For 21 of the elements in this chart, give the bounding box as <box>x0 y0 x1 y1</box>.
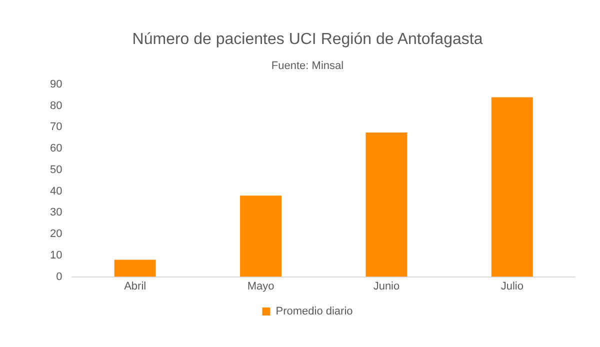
bar <box>240 196 282 277</box>
bar <box>491 97 533 277</box>
legend-label: Promedio diario <box>276 306 353 318</box>
x-tick-label: Abril <box>124 280 146 292</box>
y-tick-label: 80 <box>50 100 62 112</box>
y-tick-label: 0 <box>56 270 62 283</box>
y-tick-label: 70 <box>50 121 62 134</box>
chart-title: Número de pacientes UCI Región de Antofagasta <box>132 31 483 48</box>
x-tick-label: Junio <box>373 280 400 292</box>
y-tick-label: 10 <box>50 249 62 262</box>
x-tick-label: Julio <box>500 280 524 292</box>
y-tick-label: 20 <box>50 228 62 240</box>
bar <box>114 260 156 277</box>
y-tick-label: 90 <box>50 78 62 90</box>
y-tick-label: 40 <box>50 185 62 198</box>
bar <box>366 132 408 277</box>
x-tick-label: Mayo <box>247 280 274 292</box>
y-tick-label: 30 <box>50 206 62 219</box>
y-tick-label: 50 <box>50 164 62 176</box>
chart-subtitle: Fuente: Minsal <box>271 60 344 72</box>
y-tick-label: 60 <box>50 142 62 155</box>
